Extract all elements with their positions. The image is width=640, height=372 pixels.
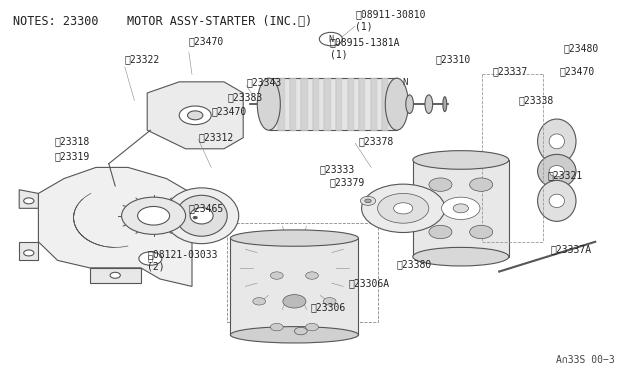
Ellipse shape: [190, 208, 213, 224]
Circle shape: [188, 111, 203, 120]
Circle shape: [365, 199, 371, 203]
Ellipse shape: [538, 180, 576, 221]
Circle shape: [138, 206, 170, 225]
Polygon shape: [19, 242, 38, 260]
Ellipse shape: [549, 134, 564, 149]
Text: ※23379: ※23379: [330, 177, 365, 187]
Ellipse shape: [413, 247, 509, 266]
Text: ※23306: ※23306: [310, 302, 346, 312]
Circle shape: [306, 323, 319, 331]
Text: N: N: [328, 35, 333, 44]
Ellipse shape: [443, 97, 447, 112]
Ellipse shape: [176, 195, 227, 236]
Circle shape: [429, 225, 452, 239]
Ellipse shape: [385, 78, 408, 130]
Text: ※23312: ※23312: [198, 133, 234, 142]
Text: NOTES: 23300    MOTOR ASSY-STARTER (INC.※): NOTES: 23300 MOTOR ASSY-STARTER (INC.※): [13, 15, 312, 28]
Text: ※23470: ※23470: [211, 107, 246, 116]
Circle shape: [453, 204, 468, 213]
Text: ※23322: ※23322: [125, 55, 160, 64]
Text: ※23343: ※23343: [246, 77, 282, 87]
Text: ※23321: ※23321: [547, 170, 582, 180]
Circle shape: [360, 196, 376, 205]
Circle shape: [271, 272, 283, 279]
Bar: [413, 160, 509, 257]
Ellipse shape: [164, 188, 239, 244]
Text: ※23333: ※23333: [320, 164, 355, 174]
Text: A∩33S 00−3: A∩33S 00−3: [556, 355, 614, 365]
Circle shape: [442, 197, 480, 219]
Circle shape: [362, 184, 445, 232]
Circle shape: [378, 193, 429, 223]
Circle shape: [319, 32, 342, 46]
Text: ※08121-03033
(2): ※08121-03033 (2): [147, 250, 218, 271]
Text: ※23470: ※23470: [560, 66, 595, 76]
Ellipse shape: [257, 78, 280, 130]
Text: ※23310: ※23310: [435, 55, 470, 64]
Text: ※08915-1381A
(1): ※08915-1381A (1): [330, 38, 400, 59]
Circle shape: [110, 272, 120, 278]
Text: ※23465: ※23465: [189, 203, 224, 213]
Text: ※23306A: ※23306A: [349, 278, 390, 288]
Text: ②: ②: [148, 254, 153, 263]
Ellipse shape: [549, 166, 564, 177]
Text: ※23319: ※23319: [54, 151, 90, 161]
Circle shape: [122, 197, 186, 234]
Ellipse shape: [538, 154, 576, 188]
Circle shape: [283, 295, 306, 308]
Polygon shape: [147, 82, 243, 149]
Text: ※23337: ※23337: [493, 66, 528, 76]
Text: ※23480: ※23480: [563, 44, 598, 53]
Circle shape: [24, 250, 34, 256]
Polygon shape: [19, 190, 38, 208]
Polygon shape: [90, 268, 141, 283]
Text: ※23318: ※23318: [54, 137, 90, 146]
Ellipse shape: [538, 119, 576, 164]
Circle shape: [429, 178, 452, 191]
Text: N: N: [403, 78, 408, 87]
Circle shape: [139, 252, 162, 265]
Circle shape: [323, 298, 336, 305]
Ellipse shape: [413, 151, 509, 169]
Text: ※23338: ※23338: [518, 96, 554, 105]
Text: ※23383: ※23383: [227, 92, 262, 102]
Circle shape: [179, 106, 211, 125]
Circle shape: [24, 198, 34, 204]
Text: ※23380: ※23380: [397, 259, 432, 269]
Circle shape: [294, 327, 307, 335]
Ellipse shape: [425, 95, 433, 113]
Ellipse shape: [230, 230, 358, 246]
Circle shape: [306, 272, 319, 279]
Text: ※23470: ※23470: [189, 36, 224, 46]
Circle shape: [470, 225, 493, 239]
Bar: [269, 78, 397, 130]
Ellipse shape: [406, 95, 413, 113]
Circle shape: [470, 178, 493, 191]
Polygon shape: [38, 167, 192, 286]
Bar: [230, 238, 358, 335]
Circle shape: [193, 217, 197, 219]
Text: ※23337A: ※23337A: [550, 244, 591, 254]
Bar: [227, 223, 378, 322]
Text: ※08911-30810
(1): ※08911-30810 (1): [355, 10, 426, 31]
Circle shape: [394, 203, 413, 214]
Ellipse shape: [230, 327, 358, 343]
Circle shape: [253, 298, 266, 305]
Circle shape: [271, 323, 283, 331]
Text: ※23378: ※23378: [358, 137, 394, 146]
Ellipse shape: [549, 194, 564, 208]
